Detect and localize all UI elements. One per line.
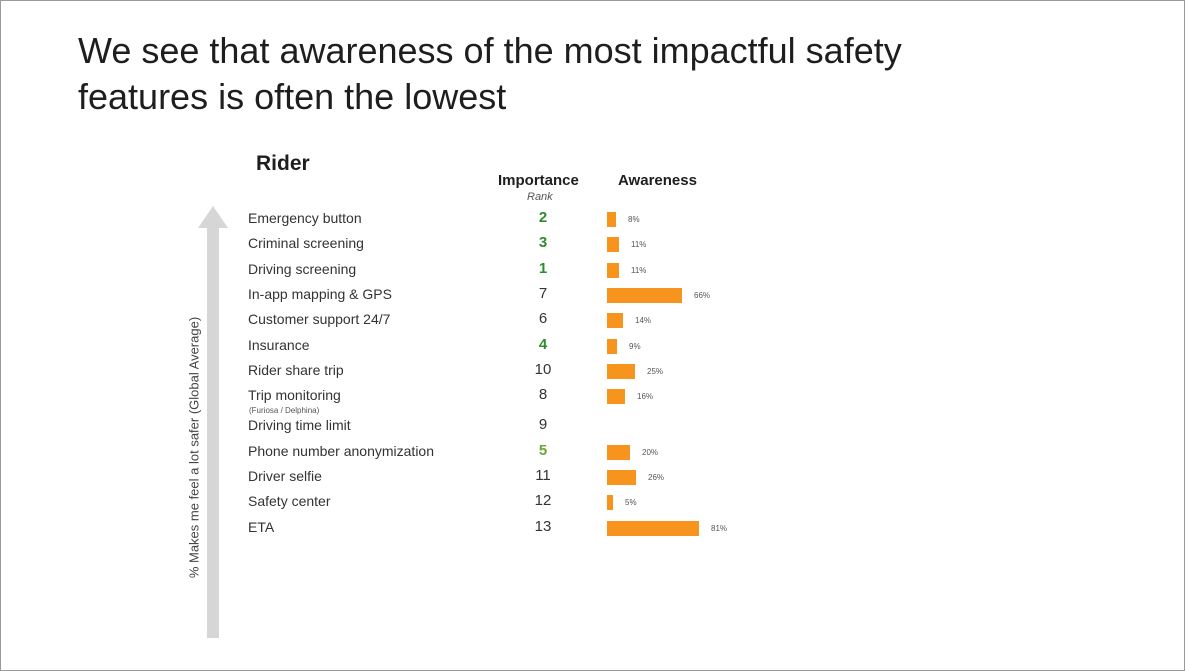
table-row: Driver selfie 11 26% <box>0 466 1185 490</box>
importance-rank: 4 <box>538 336 548 353</box>
awareness-data-label: 9% <box>629 342 641 351</box>
awareness-data-label: 20% <box>642 448 659 457</box>
awareness-data-label: 11% <box>631 240 647 249</box>
feature-name: In-app mapping & GPS <box>248 286 392 302</box>
importance-rank: 6 <box>538 310 548 327</box>
feature-name: Customer support 24/7 <box>248 311 391 327</box>
awareness-bar <box>607 521 699 536</box>
importance-rank-subheader: Rank <box>527 191 553 203</box>
feature-name: Trip monitoring <box>248 387 341 403</box>
importance-rank: 13 <box>534 518 552 535</box>
importance-rank: 1 <box>538 260 548 277</box>
awareness-bar <box>607 212 616 227</box>
table-row: Trip monitoring (Furiosa / Delphina) 8 16% <box>0 385 1185 415</box>
importance-rank: 10 <box>534 361 552 378</box>
importance-rank: 12 <box>534 492 552 509</box>
awareness-bar <box>607 339 617 354</box>
table-row: ETA 13 81% <box>0 517 1185 541</box>
slide-title: We see that awareness of the most impact… <box>78 30 902 117</box>
importance-rank: 5 <box>538 442 548 459</box>
awareness-bar <box>607 364 635 379</box>
table-row: Phone number anonymization 5 20% <box>0 441 1185 465</box>
awareness-data-label: 66% <box>694 291 711 300</box>
awareness-bar <box>607 313 623 328</box>
feature-note: (Furiosa / Delphina) <box>249 406 320 415</box>
feature-name: ETA <box>248 519 275 535</box>
awareness-bar <box>607 445 630 460</box>
importance-rank: 7 <box>538 285 548 302</box>
feature-name: Safety center <box>248 493 331 509</box>
awareness-column-header: Awareness <box>618 172 697 189</box>
feature-name: Criminal screening <box>248 235 364 251</box>
table-row: Rider share trip 10 25% <box>0 360 1185 384</box>
up-arrow-icon <box>198 206 228 638</box>
table-row: Driving screening 1 11% <box>0 259 1185 283</box>
feature-name: Emergency button <box>248 210 362 226</box>
awareness-data-label: 25% <box>647 367 664 376</box>
feature-name: Driving screening <box>248 261 357 277</box>
feature-name: Driving time limit <box>248 417 351 433</box>
feature-name: Insurance <box>248 337 310 353</box>
feature-name: Driver selfie <box>248 468 322 484</box>
awareness-data-label: 8% <box>628 215 640 224</box>
table-row: Safety center 12 5% <box>0 491 1185 515</box>
awareness-data-label: 16% <box>637 392 654 401</box>
table-row: Driving time limit 9 <box>0 415 1185 439</box>
table-row: Customer support 24/7 6 14% <box>0 309 1185 333</box>
importance-rank: 8 <box>538 386 548 403</box>
awareness-bar <box>607 263 619 278</box>
importance-rank: 3 <box>538 234 548 251</box>
chart-section-heading: Rider <box>256 152 310 175</box>
awareness-bar <box>607 495 613 510</box>
awareness-data-label: 81% <box>711 524 728 533</box>
feature-name: Rider share trip <box>248 362 344 378</box>
awareness-data-label: 14% <box>635 316 652 325</box>
awareness-data-label: 26% <box>648 473 665 482</box>
awareness-bar <box>607 237 619 252</box>
table-row: Criminal screening 3 11% <box>0 233 1185 257</box>
awareness-data-label: 11% <box>631 266 647 275</box>
awareness-bar <box>607 288 682 303</box>
awareness-bar <box>607 389 625 404</box>
awareness-bar <box>607 470 636 485</box>
importance-rank: 2 <box>538 209 548 226</box>
awareness-data-label: 5% <box>625 498 637 507</box>
table-row: In-app mapping & GPS 7 66% <box>0 284 1185 308</box>
feature-name: Phone number anonymization <box>248 443 435 459</box>
importance-rank: 9 <box>538 416 548 433</box>
importance-column-header: Importance <box>498 172 579 189</box>
importance-rank: 11 <box>535 467 551 484</box>
table-row: Insurance 4 9% <box>0 335 1185 359</box>
up-arrow-shape <box>198 206 228 638</box>
table-row: Emergency button 2 8% <box>0 208 1185 232</box>
